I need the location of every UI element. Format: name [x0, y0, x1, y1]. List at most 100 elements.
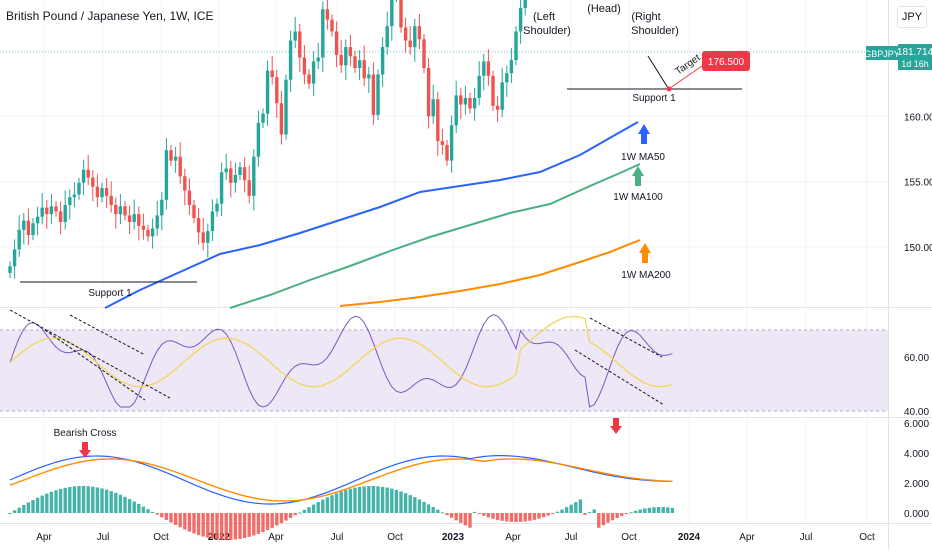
candle	[224, 168, 228, 173]
candle	[390, 0, 394, 27]
macd-histogram-bar	[357, 486, 362, 513]
macd-histogram-bar	[275, 513, 279, 526]
macd-histogram-bar	[114, 492, 118, 513]
macd-histogram-bar	[610, 513, 615, 521]
macd-histogram-bar	[633, 510, 638, 513]
candle	[293, 31, 297, 41]
macd-histogram-bar	[284, 513, 288, 521]
macd-histogram-bar	[523, 513, 527, 522]
macd-histogram-bar	[583, 513, 587, 515]
candle	[316, 57, 320, 62]
ma200-line	[339, 239, 641, 307]
macd-histogram-bar	[399, 491, 403, 513]
macd-histogram-bar	[8, 513, 12, 514]
macd-histogram-bar	[26, 502, 31, 513]
candle	[348, 47, 353, 57]
x-tick-label: Oct	[859, 532, 875, 543]
candle	[500, 82, 504, 110]
price-badge-value: 181.714	[897, 47, 932, 58]
macd-histogram-bar	[509, 513, 514, 522]
macd-histogram-bar	[615, 513, 619, 519]
target-label: Target	[673, 52, 702, 77]
candle	[445, 144, 449, 161]
macd-histogram-bar	[265, 513, 270, 531]
macd-histogram-bar	[155, 513, 159, 515]
candle	[206, 231, 210, 243]
macd-histogram-bar	[624, 513, 629, 515]
target-badge	[702, 51, 750, 71]
macd-histogram-bar	[376, 486, 380, 513]
macd-histogram-bar	[233, 513, 238, 540]
macd-histogram-bar	[58, 488, 63, 513]
head-label: (Head)	[587, 3, 621, 15]
macd-histogram-bar	[219, 513, 224, 540]
macd-histogram-bar	[86, 486, 90, 513]
macd-histogram-bar	[17, 507, 21, 513]
rsi-channel	[574, 349, 665, 406]
macd-histogram-bar	[491, 513, 495, 519]
candle	[45, 207, 49, 215]
macd-histogram-bar	[63, 487, 67, 513]
candle	[426, 67, 431, 117]
macd-histogram-bar	[408, 495, 412, 513]
candle	[178, 156, 182, 177]
macd-histogram-bar	[256, 513, 261, 534]
candle	[8, 266, 12, 273]
macd-histogram-bar	[123, 496, 127, 513]
macd-histogram-bar	[426, 504, 431, 513]
macd-histogram-bar	[482, 513, 486, 516]
candle	[459, 95, 463, 105]
macd-histogram-bar	[555, 511, 560, 513]
candle	[403, 27, 408, 41]
candle	[265, 70, 270, 114]
candle	[261, 113, 265, 123]
support-label-bottom: Support 1	[88, 288, 132, 299]
macd-histogram-bar	[601, 513, 606, 526]
candle	[164, 150, 169, 200]
candle	[472, 97, 477, 109]
target-line	[669, 65, 703, 89]
candle	[399, 0, 403, 28]
rsi-line	[9, 314, 673, 408]
macd-histogram-bar	[40, 495, 44, 513]
rsi-ma-line	[9, 315, 673, 388]
macd-histogram-bar	[196, 513, 201, 536]
macd-histogram-bar	[137, 503, 141, 513]
macd-histogram-bar	[201, 513, 205, 537]
macd-tick-label: 0.000	[904, 509, 929, 520]
macd-histogram-bar	[109, 491, 113, 513]
macd-histogram-bar	[238, 513, 242, 539]
macd-histogram-bar	[325, 497, 330, 513]
candle	[35, 216, 40, 224]
macd-histogram-bar	[229, 513, 233, 540]
candle	[380, 47, 385, 75]
macd-histogram-bar	[440, 512, 445, 514]
ma200-label: 1W MA200	[621, 270, 671, 281]
macd-histogram-bar	[49, 491, 54, 513]
x-tick-label: Apr	[505, 532, 521, 543]
macd-histogram-bar	[81, 486, 86, 513]
macd-histogram-bar	[385, 487, 389, 513]
x-tick-label: Jul	[565, 532, 578, 543]
rsi-channel	[589, 317, 663, 358]
rsi-channel	[44, 329, 146, 401]
candle	[109, 195, 113, 205]
x-tick-label: 2022	[208, 532, 231, 543]
candle	[270, 70, 274, 78]
candle	[63, 204, 67, 222]
x-tick-label: Apr	[36, 532, 52, 543]
currency-selector[interactable]: JPY	[897, 6, 927, 28]
macd-histogram-bar	[380, 486, 385, 513]
macd-histogram-bar	[537, 513, 541, 519]
macd-histogram-bar	[670, 507, 675, 513]
candle	[81, 169, 86, 183]
candle	[114, 204, 118, 215]
x-tick-label: Apr	[268, 532, 284, 543]
macd-histogram-bar	[288, 513, 293, 518]
macd-histogram-bar	[477, 513, 481, 514]
candle	[307, 74, 311, 84]
candle	[311, 61, 316, 84]
macd-histogram-bar	[127, 499, 132, 513]
